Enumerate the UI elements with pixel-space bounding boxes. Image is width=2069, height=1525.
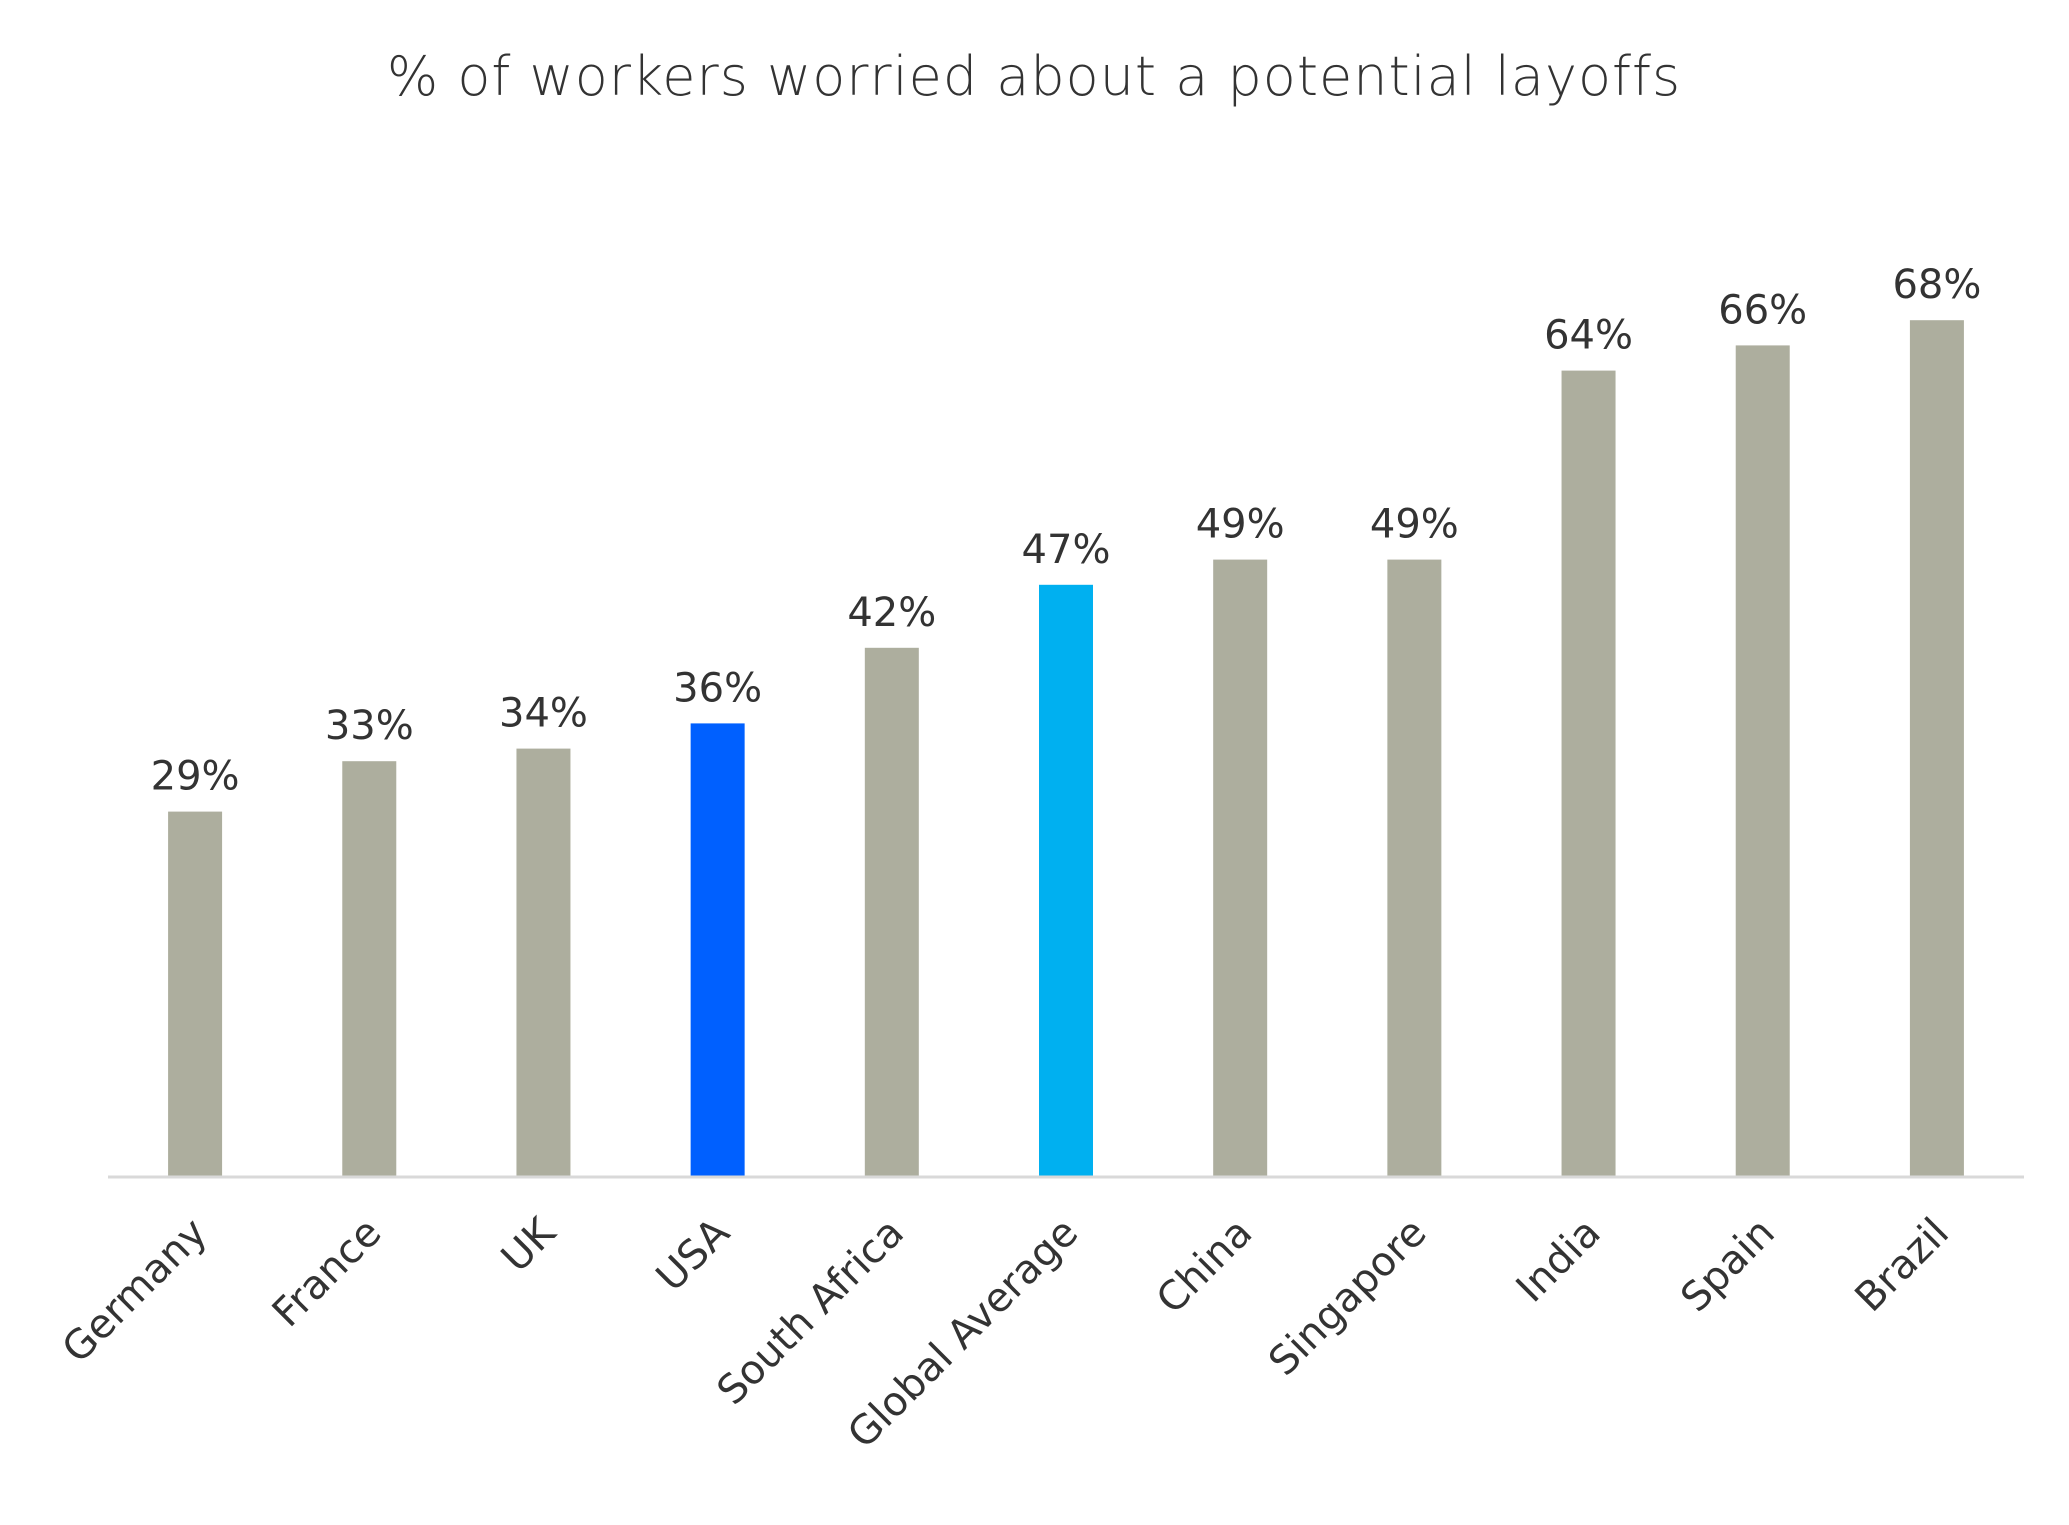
bar-germany [168, 811, 223, 1177]
bar-brazil [1909, 320, 1964, 1177]
category-label: Singapore [1260, 1210, 1435, 1385]
category-label: Spain [1672, 1210, 1784, 1322]
bar-global-average [1039, 584, 1093, 1177]
category-label: France [264, 1210, 391, 1337]
data-label: 34% [499, 691, 588, 737]
category-label: Germany [54, 1210, 217, 1373]
chart-title: % of workers worried about a potential l… [387, 45, 1681, 108]
data-label: 68% [1892, 262, 1981, 308]
bar-india [1561, 370, 1616, 1178]
category-label: China [1148, 1210, 1261, 1323]
bar-uk [516, 748, 571, 1177]
bar-south-africa [864, 647, 919, 1177]
data-label: 33% [325, 703, 414, 749]
bar-usa [690, 723, 745, 1177]
category-label: USA [648, 1209, 740, 1301]
category-label: Brazil [1847, 1210, 1958, 1321]
bar-france [342, 761, 397, 1177]
data-label: 64% [1544, 313, 1633, 359]
data-label: 47% [1022, 527, 1111, 573]
data-label: 49% [1196, 502, 1285, 548]
data-label: 66% [1718, 287, 1807, 333]
bar-spain [1735, 345, 1790, 1177]
bar-singapore [1387, 559, 1442, 1177]
bar-china [1213, 559, 1268, 1177]
data-label: 36% [673, 665, 762, 711]
data-label: 42% [847, 590, 936, 636]
category-label: UK [493, 1208, 566, 1281]
data-label: 49% [1370, 502, 1459, 548]
category-label: India [1508, 1210, 1610, 1312]
data-label: 29% [151, 754, 240, 800]
